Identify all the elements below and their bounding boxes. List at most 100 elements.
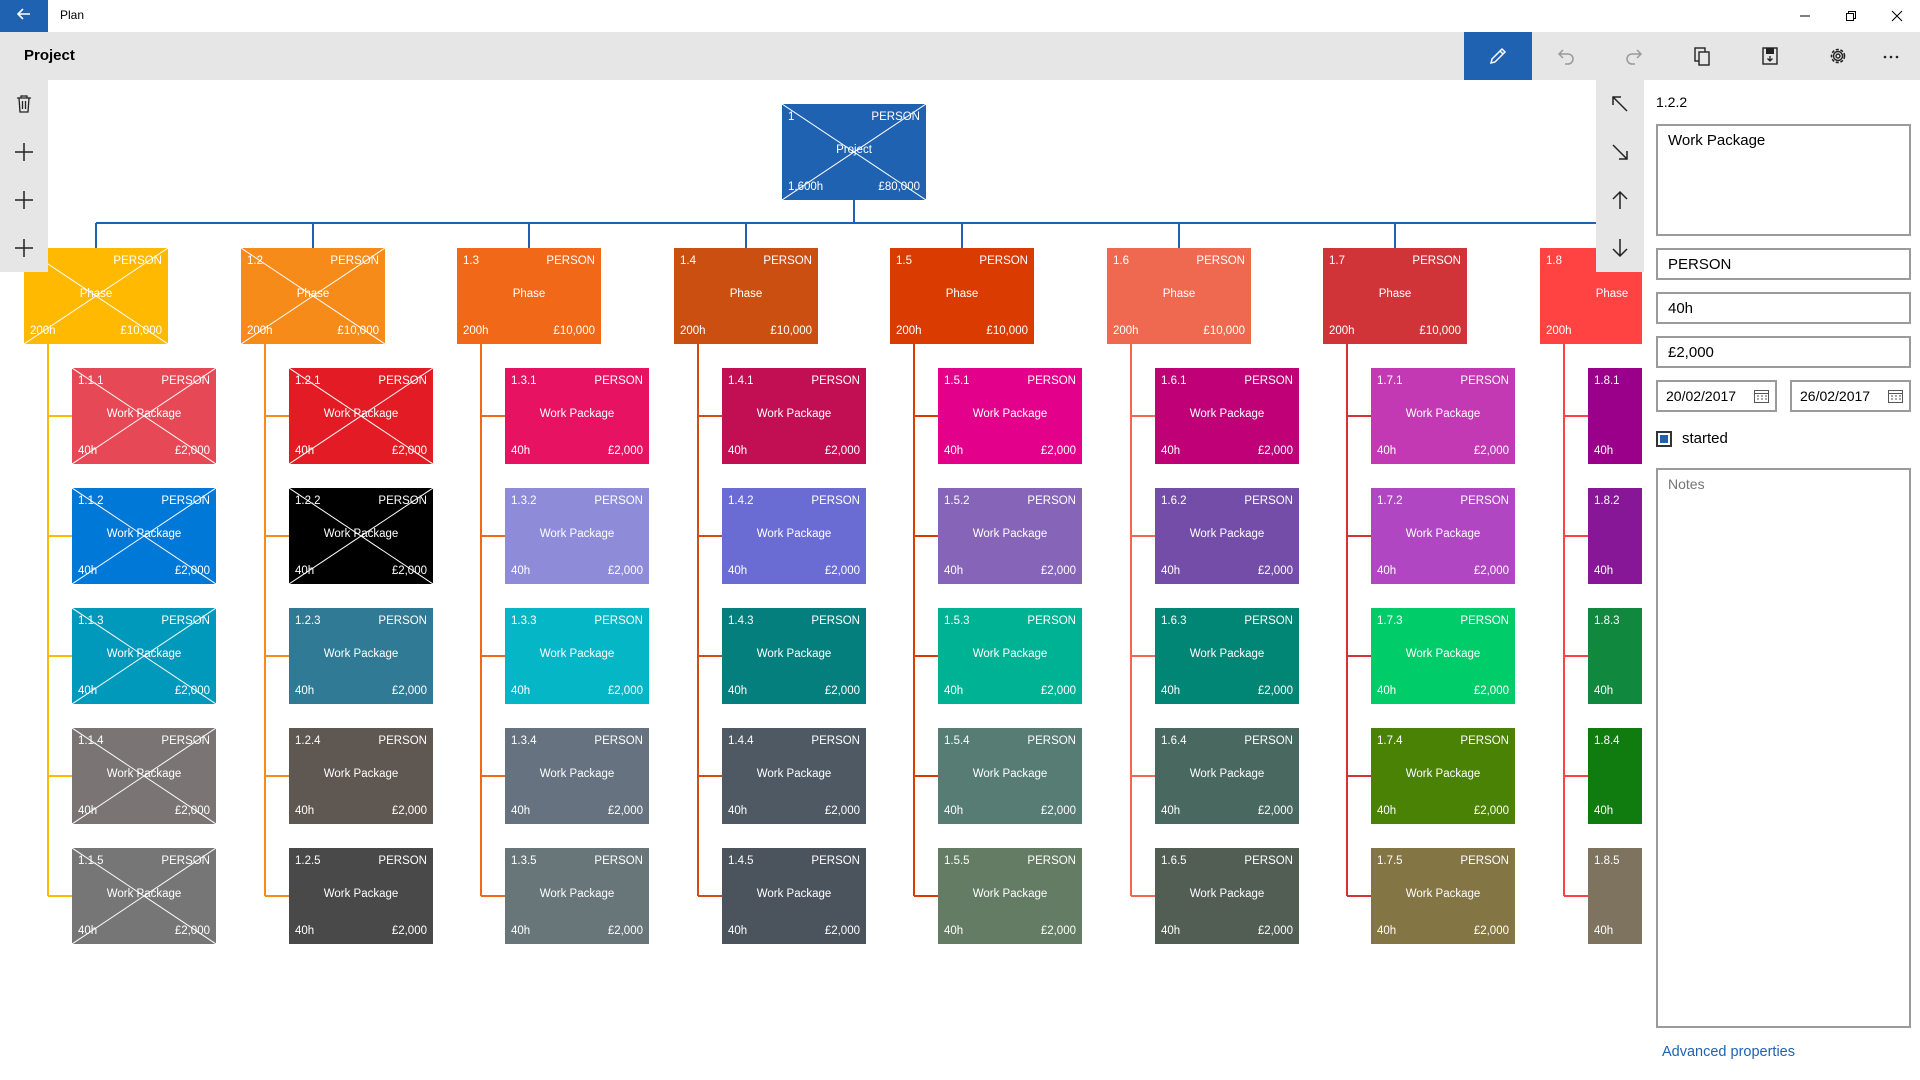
node-name: Work Package <box>106 528 182 540</box>
work-package-node[interactable]: 1.6.1 PERSON Work Package 40h £2,000 <box>1155 368 1299 464</box>
node-owner: PERSON <box>811 615 860 627</box>
started-checkbox[interactable]: started <box>1656 430 1728 447</box>
work-package-node[interactable]: 1.3.3 PERSON Work Package 40h £2,000 <box>505 608 649 704</box>
calendar-icon <box>1754 390 1769 403</box>
delete-button[interactable] <box>0 80 48 128</box>
work-package-node[interactable]: 1.4.3 PERSON Work Package 40h £2,000 <box>722 608 866 704</box>
work-package-node[interactable]: 1.3.1 PERSON Work Package 40h £2,000 <box>505 368 649 464</box>
work-package-node[interactable]: 1.5.1 PERSON Work Package 40h £2,000 <box>938 368 1082 464</box>
close-button[interactable] <box>1874 0 1920 32</box>
work-package-node[interactable]: 1.6.2 PERSON Work Package 40h £2,000 <box>1155 488 1299 584</box>
work-package-node[interactable]: 1.8.1 Wor 40h <box>1588 368 1642 464</box>
phase-node-7[interactable]: 1.7 PERSON Phase 200h £10,000 <box>1323 248 1467 344</box>
cost-field[interactable]: £2,000 <box>1656 336 1911 368</box>
move-up-button[interactable] <box>1596 176 1644 224</box>
work-package-node[interactable]: 1.3.5 PERSON Work Package 40h £2,000 <box>505 848 649 944</box>
completed-cross-mark <box>289 488 433 584</box>
arrow-down-icon <box>1612 239 1628 258</box>
work-package-node[interactable]: 1.3.4 PERSON Work Package 40h £2,000 <box>505 728 649 824</box>
work-package-node[interactable]: 1.7.5 PERSON Work Package 40h £2,000 <box>1371 848 1515 944</box>
advanced-properties-link[interactable]: Advanced properties <box>1662 1044 1795 1060</box>
work-package-node[interactable]: 1.8.5 Wor 40h <box>1588 848 1642 944</box>
work-package-node[interactable]: 1.8.3 Wor 40h <box>1588 608 1642 704</box>
project-node[interactable]: 1 PERSON Project 1,600h £80,000 <box>782 104 926 200</box>
work-package-node[interactable]: 1.5.3 PERSON Work Package 40h £2,000 <box>938 608 1082 704</box>
back-arrow-icon <box>16 6 32 27</box>
node-cost: £2,000 <box>1473 445 1509 457</box>
node-owner: PERSON <box>1027 855 1076 867</box>
redo-button[interactable] <box>1600 32 1668 80</box>
work-package-node[interactable]: 1.4.2 PERSON Work Package 40h £2,000 <box>722 488 866 584</box>
work-package-node[interactable]: 1.5.2 PERSON Work Package 40h £2,000 <box>938 488 1082 584</box>
checkbox-box[interactable] <box>1656 430 1672 447</box>
work-package-node[interactable]: 1.2.4 PERSON Work Package 40h £2,000 <box>289 728 433 824</box>
start-date-picker[interactable]: 20/02/2017 <box>1656 380 1777 412</box>
minimize-button[interactable] <box>1782 0 1828 32</box>
work-package-node[interactable]: 1.5.4 PERSON Work Package 40h £2,000 <box>938 728 1082 824</box>
move-down-right-button[interactable] <box>1596 128 1644 176</box>
work-package-node[interactable]: 1.7.1 PERSON Work Package 40h £2,000 <box>1371 368 1515 464</box>
save-button[interactable] <box>1736 32 1804 80</box>
notes-field[interactable] <box>1656 468 1911 1028</box>
work-package-node[interactable]: 1.8.2 Wor 40h <box>1588 488 1642 584</box>
node-hours: 40h <box>295 925 315 937</box>
ellipsis-icon <box>1883 55 1899 59</box>
node-id: 1.8.4 <box>1594 735 1620 747</box>
more-button[interactable] <box>1862 32 1920 80</box>
work-package-node[interactable]: 1.6.3 PERSON Work Package 40h £2,000 <box>1155 608 1299 704</box>
node-hours: 40h <box>78 685 98 697</box>
work-package-node[interactable]: 1.5.5 PERSON Work Package 40h £2,000 <box>938 848 1082 944</box>
work-package-node[interactable]: 1.6.5 PERSON Work Package 40h £2,000 <box>1155 848 1299 944</box>
node-id: 1.6.2 <box>1161 495 1187 507</box>
phase-node-2[interactable]: 1.2PERSONPhase200h£10,000 <box>241 248 385 344</box>
add-child-button[interactable] <box>0 128 48 176</box>
work-package-node[interactable]: 1.2.5 PERSON Work Package 40h £2,000 <box>289 848 433 944</box>
work-package-node[interactable]: 1.7.4 PERSON Work Package 40h £2,000 <box>1371 728 1515 824</box>
phase-node-5[interactable]: 1.5 PERSON Phase 200h £10,000 <box>890 248 1034 344</box>
phase-node-4[interactable]: 1.4 PERSON Phase 200h £10,000 <box>674 248 818 344</box>
add-parent-button[interactable] <box>0 224 48 272</box>
completed-cross-mark <box>72 728 216 824</box>
node-hours: 40h <box>1161 805 1181 817</box>
work-package-node[interactable]: 1.4.1 PERSON Work Package 40h £2,000 <box>722 368 866 464</box>
work-package-node[interactable]: 1.8.4 Wor 40h <box>1588 728 1642 824</box>
settings-button[interactable] <box>1804 32 1872 80</box>
name-field[interactable]: Work Package <box>1656 124 1911 236</box>
restore-button[interactable] <box>1828 0 1874 32</box>
work-package-node[interactable]: 1.7.3 PERSON Work Package 40h £2,000 <box>1371 608 1515 704</box>
edit-button[interactable] <box>1464 32 1532 80</box>
node-id: 1.2.5 <box>295 855 321 867</box>
end-date-picker[interactable]: 26/02/2017 <box>1790 380 1911 412</box>
add-sibling-button[interactable] <box>0 176 48 224</box>
back-button[interactable] <box>0 0 48 32</box>
hours-field[interactable]: 40h <box>1656 292 1911 324</box>
node-owner: PERSON <box>161 615 210 627</box>
copy-button[interactable] <box>1668 32 1736 80</box>
move-down-button[interactable] <box>1596 224 1644 272</box>
work-package-node[interactable]: 1.2.3 PERSON Work Package 40h £2,000 <box>289 608 433 704</box>
work-package-node[interactable]: 1.4.5 PERSON Work Package 40h £2,000 <box>722 848 866 944</box>
work-package-node[interactable]: 1.3.2 PERSON Work Package 40h £2,000 <box>505 488 649 584</box>
work-package-node[interactable]: 1.7.2 PERSON Work Package 40h £2,000 <box>1371 488 1515 584</box>
undo-button[interactable] <box>1532 32 1600 80</box>
node-id: 1.6 <box>1113 255 1129 267</box>
node-id: 1.5 <box>896 255 912 267</box>
phase-node-3[interactable]: 1.3 PERSON Phase 200h £10,000 <box>457 248 601 344</box>
work-package-node[interactable]: 1.4.4 PERSON Work Package 40h £2,000 <box>722 728 866 824</box>
node-owner: PERSON <box>763 255 812 267</box>
node-name: Work Package <box>539 408 615 420</box>
node-name: Work Package <box>756 768 832 780</box>
work-package-node[interactable]: 1.6.4 PERSON Work Package 40h £2,000 <box>1155 728 1299 824</box>
owner-field[interactable]: PERSON <box>1656 248 1911 280</box>
move-up-left-button[interactable] <box>1596 80 1644 128</box>
phase-node-6[interactable]: 1.6 PERSON Phase 200h £10,000 <box>1107 248 1251 344</box>
